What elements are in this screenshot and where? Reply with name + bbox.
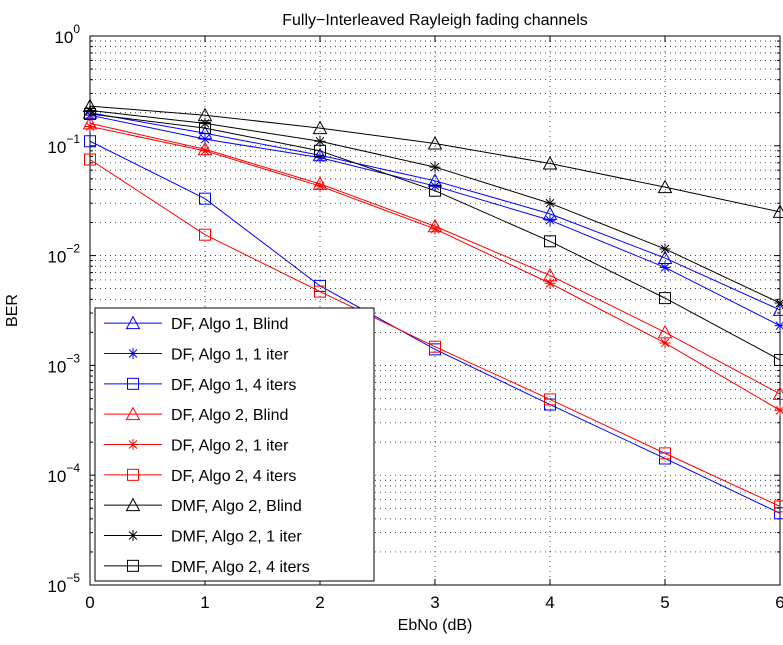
data-point: [545, 278, 556, 289]
data-point: [660, 337, 671, 348]
y-tick-base: 10: [47, 467, 66, 486]
data-point: [315, 181, 326, 192]
legend-marker: [128, 439, 139, 450]
y-tick-exponent: −1: [66, 132, 80, 146]
y-tick-base: 10: [47, 357, 66, 376]
legend-label: DMF, Algo 2, Blind: [171, 498, 302, 515]
data-point: [315, 152, 326, 163]
legend-label: DF, Algo 2, 4 iters: [171, 468, 296, 485]
data-point: [200, 145, 211, 156]
legend-label: DF, Algo 2, Blind: [171, 407, 288, 424]
x-tick-label: 1: [200, 593, 209, 612]
y-tick-base: 10: [47, 138, 66, 157]
x-tick-label: 4: [545, 593, 554, 612]
x-tick-label: 3: [430, 593, 439, 612]
chart-title: Fully−Interleaved Rayleigh fading channe…: [282, 12, 588, 29]
data-point: [430, 223, 441, 234]
y-tick-exponent: −4: [66, 461, 80, 475]
legend-label: DMF, Algo 2, 1 iter: [171, 529, 302, 546]
x-tick-label: 2: [315, 593, 324, 612]
data-point: [660, 243, 671, 254]
y-tick-exponent: −2: [66, 242, 80, 256]
legend-marker: [128, 348, 139, 359]
legend-label: DF, Algo 2, 1 iter: [171, 438, 289, 455]
y-tick-exponent: −3: [66, 351, 80, 365]
data-point: [430, 162, 441, 173]
legend-marker: [128, 530, 139, 541]
y-tick-exponent: −5: [66, 571, 80, 585]
y-tick-base: 10: [47, 577, 66, 596]
legend: DF, Algo 1, Blind DF, Algo 1, 1 iter DF, A…: [95, 308, 374, 581]
x-tick-label: 5: [660, 593, 669, 612]
legend-label: DF, Algo 1, 1 iter: [171, 347, 289, 364]
legend-label: DF, Algo 1, 4 iters: [171, 377, 296, 394]
legend-label: DMF, Algo 2, 4 iters: [171, 559, 310, 576]
data-point: [85, 121, 96, 132]
legend-label: DF, Algo 1, Blind: [171, 316, 288, 333]
y-axis-label: BER: [4, 294, 21, 327]
y-tick-base: 10: [54, 28, 73, 47]
x-axis-label: EbNo (dB): [398, 617, 473, 634]
data-point: [545, 198, 556, 209]
x-tick-label: 0: [85, 593, 94, 612]
data-point: [660, 262, 671, 273]
y-tick-base: 10: [47, 248, 66, 267]
y-tick-exponent: 0: [73, 22, 80, 36]
x-tick-label: 6: [775, 593, 783, 612]
data-point: [545, 215, 556, 226]
